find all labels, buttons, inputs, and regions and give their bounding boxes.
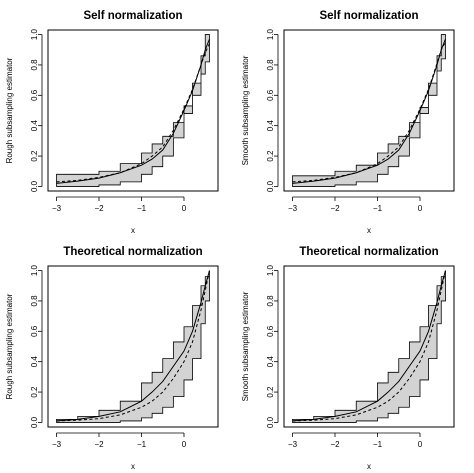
x-tick-label: −2 [94, 204, 104, 213]
y-tick-label: 0.6 [30, 325, 39, 337]
x-tick-label: −1 [137, 440, 147, 449]
y-tick-label: 0.6 [266, 89, 275, 101]
x-tick-label: −3 [52, 440, 62, 449]
y-axis-label: Smooth subsampling estimator [241, 55, 250, 165]
y-tick-label: 0.4 [30, 356, 39, 368]
y-tick-label: 0.8 [30, 295, 39, 307]
y-tick-label: 0.6 [30, 89, 39, 101]
x-tick-label: −1 [373, 204, 383, 213]
x-tick-label: −1 [137, 204, 147, 213]
estimate-line [56, 270, 210, 422]
x-tick-label: 0 [182, 440, 187, 449]
x-tick-label: 0 [418, 440, 423, 449]
y-tick-label: 0.4 [266, 356, 275, 368]
x-tick-label: −3 [288, 204, 298, 213]
x-tick-label: −2 [330, 440, 340, 449]
y-tick-label: 0.2 [30, 150, 39, 162]
y-tick-label: 0.8 [266, 59, 275, 71]
confidence-band [56, 34, 210, 187]
plot-frame [283, 265, 455, 428]
confidence-band [292, 270, 446, 423]
y-tick-label: 0.0 [266, 180, 275, 192]
y-tick-label: 1.0 [266, 264, 275, 276]
y-axis: 0.0 0.2 0.4 0.6 0.8 1.0 [30, 28, 43, 192]
x-tick-label: −2 [94, 440, 104, 449]
y-axis-label: Smooth subsampling estimator [241, 291, 250, 401]
x-axis: −3 −2 −1 0 [52, 196, 187, 213]
x-tick-label: −3 [288, 440, 298, 449]
x-tick-label: −2 [330, 204, 340, 213]
x-tick-label: −1 [373, 440, 383, 449]
plot-frame [47, 29, 219, 192]
panel-title: Self normalization [319, 10, 418, 22]
y-tick-label: 0.0 [266, 416, 275, 428]
y-axis-label: Rough subsampling estimator [5, 57, 14, 163]
x-axis-label: x [131, 462, 135, 471]
confidence-band [292, 34, 446, 187]
x-tick-label: 0 [418, 204, 423, 213]
panel-title: Theoretical normalization [63, 246, 202, 258]
plot-frame [283, 29, 455, 192]
y-tick-label: 1.0 [266, 28, 275, 40]
panel-2: −3 −2 −1 0 0.0 0.2 0.4 0.6 0.8 1.0 Self normalizat… [241, 10, 455, 235]
y-tick-label: 1.0 [30, 264, 39, 276]
x-axis: −3 −2 −1 0 [288, 432, 423, 449]
y-tick-label: 1.0 [30, 28, 39, 40]
y-axis-label: Rough subsampling estimator [5, 293, 14, 399]
y-axis: 0.0 0.2 0.4 0.6 0.8 1.0 [30, 264, 43, 428]
y-tick-label: 0.6 [266, 325, 275, 337]
confidence-band [56, 270, 210, 423]
panel-1: −3 −2 −1 0 0.0 0.2 0.4 0.6 0.8 1.0 Self normalizat… [5, 10, 219, 235]
y-tick-label: 0.4 [266, 120, 275, 132]
x-tick-label: −3 [52, 204, 62, 213]
y-tick-label: 0.8 [30, 59, 39, 71]
x-axis-label: x [367, 226, 371, 235]
plot-frame [47, 265, 219, 428]
y-tick-label: 0.4 [30, 120, 39, 132]
x-axis-label: x [131, 226, 135, 235]
y-tick-label: 0.2 [266, 386, 275, 398]
estimate-line [292, 270, 446, 422]
panel-4: −3 −2 −1 0 0.0 0.2 0.4 0.6 0.8 1.0 Theoretical nor… [241, 246, 455, 471]
true-curve-line [292, 270, 446, 422]
panel-3: −3 −2 −1 0 0.0 0.2 0.4 0.6 0.8 1.0 Theoretical nor… [5, 246, 219, 471]
y-tick-label: 0.2 [266, 150, 275, 162]
estimate-line [56, 43, 210, 183]
true-curve-line [56, 270, 210, 422]
x-axis: −3 −2 −1 0 [288, 196, 423, 213]
x-axis-label: x [367, 462, 371, 471]
y-tick-label: 0.8 [266, 295, 275, 307]
x-axis: −3 −2 −1 0 [52, 432, 187, 449]
y-tick-label: 0.0 [30, 416, 39, 428]
y-tick-label: 0.2 [30, 386, 39, 398]
panel-title: Self normalization [83, 10, 182, 22]
y-tick-label: 0.0 [30, 180, 39, 192]
y-axis: 0.0 0.2 0.4 0.6 0.8 1.0 [266, 264, 279, 428]
panel-title: Theoretical normalization [299, 246, 438, 258]
x-tick-label: 0 [182, 204, 187, 213]
y-axis: 0.0 0.2 0.4 0.6 0.8 1.0 [266, 28, 279, 192]
